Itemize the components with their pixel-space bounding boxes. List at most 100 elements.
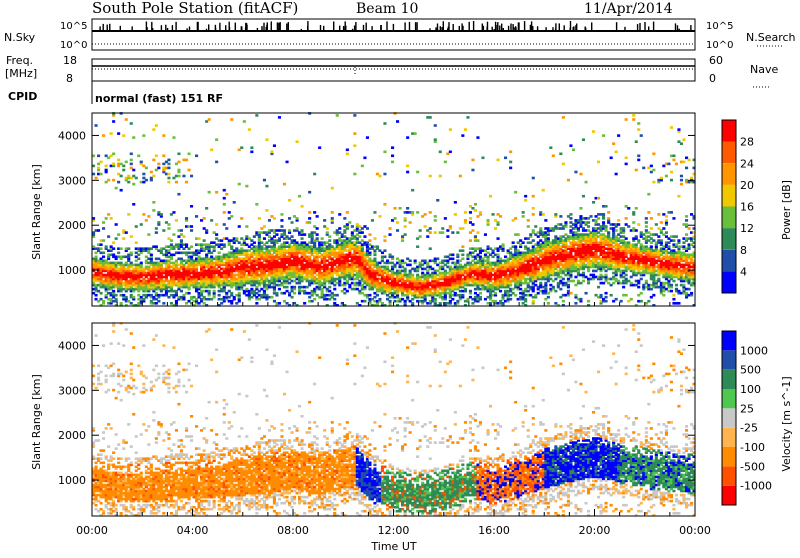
power-cell	[150, 171, 153, 174]
power-cell	[102, 252, 105, 255]
power-cell	[177, 175, 180, 178]
power-cell	[353, 144, 356, 147]
power-cell	[509, 167, 512, 170]
nsky-spike	[333, 22, 334, 32]
nsky-spike	[288, 22, 289, 31]
power-cell	[185, 243, 188, 246]
power-cell	[574, 302, 577, 305]
power-cell	[346, 149, 349, 152]
power-cell	[152, 159, 155, 162]
power-cell	[250, 146, 253, 149]
power-cell	[464, 219, 467, 222]
power-cell	[532, 229, 535, 232]
power-cell	[522, 211, 525, 214]
power-cell	[162, 155, 165, 158]
power-cell	[142, 173, 145, 176]
power-cell	[481, 157, 484, 160]
power-cell	[471, 169, 474, 172]
nsky-panel: N.Sky 10^5 10^0 10^5 10^0 N.Search	[4, 19, 796, 51]
power-cell	[215, 233, 218, 236]
power-cell	[230, 118, 233, 121]
power-cell	[155, 124, 158, 127]
nsky-spike	[172, 25, 173, 31]
power-cell	[559, 153, 562, 156]
power-cell	[383, 249, 386, 252]
power-cell	[582, 138, 585, 141]
power-cell	[451, 298, 454, 301]
power-cell	[331, 211, 334, 214]
power-cell	[363, 300, 366, 303]
nsky-spike	[501, 24, 502, 31]
nsky-spike	[339, 26, 340, 31]
power-cell	[411, 211, 414, 214]
power-cell	[263, 179, 266, 182]
power-cell	[286, 286, 289, 289]
nsky-spike	[280, 22, 281, 31]
nsky-spike	[573, 27, 574, 31]
power-cell	[223, 197, 226, 200]
power-cell	[547, 296, 550, 299]
power-cell	[182, 175, 185, 178]
power-cell	[552, 155, 555, 158]
power-cell	[215, 161, 218, 164]
nsky-spike	[103, 24, 104, 31]
power-cell	[406, 171, 409, 174]
nave-tick-0: 0	[709, 72, 716, 85]
power-cell	[592, 130, 595, 133]
power-cell	[461, 134, 464, 137]
power-cell	[190, 245, 193, 248]
power-cell	[409, 264, 412, 267]
power-cell	[296, 217, 299, 220]
power-cell	[532, 239, 535, 242]
power-cell	[102, 134, 105, 137]
power-cell	[122, 237, 125, 240]
nsky-spike	[245, 23, 246, 31]
power-cell	[411, 274, 414, 277]
power-cell	[579, 298, 582, 301]
power-cell	[449, 128, 452, 131]
power-cell	[190, 205, 193, 208]
power-cell	[476, 136, 479, 139]
power-cell	[110, 132, 113, 135]
power-cell	[559, 288, 562, 291]
power-cell	[120, 247, 123, 250]
power-cell	[497, 221, 500, 224]
cpid-label: CPID	[8, 90, 37, 103]
nsky-spike	[436, 28, 437, 31]
power-cell	[346, 211, 349, 214]
freq-tick-8: 8	[66, 72, 73, 85]
power-cell	[542, 189, 545, 192]
power-cell	[572, 149, 575, 152]
power-cell	[494, 292, 497, 295]
nsky-spike	[278, 23, 279, 31]
power-cell	[291, 296, 294, 299]
nsky-spike	[453, 24, 454, 31]
power-cell	[368, 294, 371, 297]
power-cell	[492, 213, 495, 216]
power-cell	[479, 211, 482, 214]
power-cell	[559, 215, 562, 218]
power-cell	[150, 254, 153, 257]
power-cell	[567, 284, 570, 287]
power-cell	[205, 229, 208, 232]
power-cell	[97, 155, 100, 158]
power-cell	[195, 155, 198, 158]
power-cell	[592, 201, 595, 204]
power-cell	[404, 233, 407, 236]
nsky-spike	[344, 27, 345, 31]
nsearch-label: N.Search	[746, 31, 796, 44]
power-cell	[323, 219, 326, 222]
power-cell	[243, 120, 246, 123]
power-cell	[471, 223, 474, 226]
nsky-spike	[386, 21, 387, 31]
power-cell	[208, 118, 211, 121]
power-cell	[549, 146, 552, 149]
power-cell	[238, 225, 241, 228]
power-cell	[338, 227, 341, 230]
power-cell	[223, 223, 226, 226]
freq-label-line2: [MHz]	[5, 67, 37, 80]
power-cell	[316, 237, 319, 240]
nsky-spike	[448, 27, 449, 32]
power-cell	[102, 300, 105, 303]
